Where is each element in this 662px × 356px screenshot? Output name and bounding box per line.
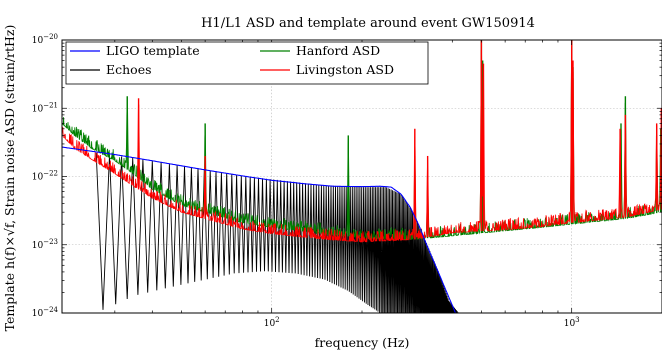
y-tick-label: 10−23 [32,238,58,251]
y-tick-label-exponent: −20 [43,33,58,41]
series-line-livingston [62,42,662,243]
y-tick-label-exponent: −21 [43,101,58,109]
x-tick-label-exponent: 3 [575,316,579,324]
legend-label-template: LIGO template [106,43,200,58]
series-layer [62,40,662,313]
legend-label-hanford: Hanford ASD [296,43,380,58]
y-tick-label-exponent: −22 [43,170,58,178]
legend-label-echoes: Echoes [106,62,152,77]
y-tick-label-exponent: −23 [43,238,58,246]
series-line-template [62,146,457,313]
y-tick-label-base: 10 [32,309,44,319]
x-tick-label: 102 [264,316,280,329]
x-tick-label-exponent: 2 [275,316,279,324]
y-tick-label: 10−22 [32,170,58,183]
y-tick-label-base: 10 [32,241,44,251]
x-axis-label: frequency (Hz) [315,335,410,350]
y-tick-label-base: 10 [32,104,44,114]
y-tick-label: 10−24 [32,306,59,319]
legend-label-livingston: Livingston ASD [296,62,394,77]
x-tick-label-base: 10 [264,319,276,329]
y-tick-label-base: 10 [32,36,44,46]
y-tick-label: 10−21 [32,101,58,114]
x-tick-label-base: 10 [564,319,576,329]
chart-title: H1/L1 ASD and template around event GW15… [201,16,535,31]
y-tick-label: 10−20 [32,33,58,46]
legend: LIGO template Echoes Hanford ASD Livings… [65,41,429,85]
y-axis-label: Template h(f)×√f, Strain noise ASD (stra… [2,25,17,332]
y-tick-label-exponent: −24 [43,306,58,314]
legend-box [65,41,429,85]
x-tick-label: 103 [564,316,580,329]
y-tick-label-base: 10 [32,173,44,183]
